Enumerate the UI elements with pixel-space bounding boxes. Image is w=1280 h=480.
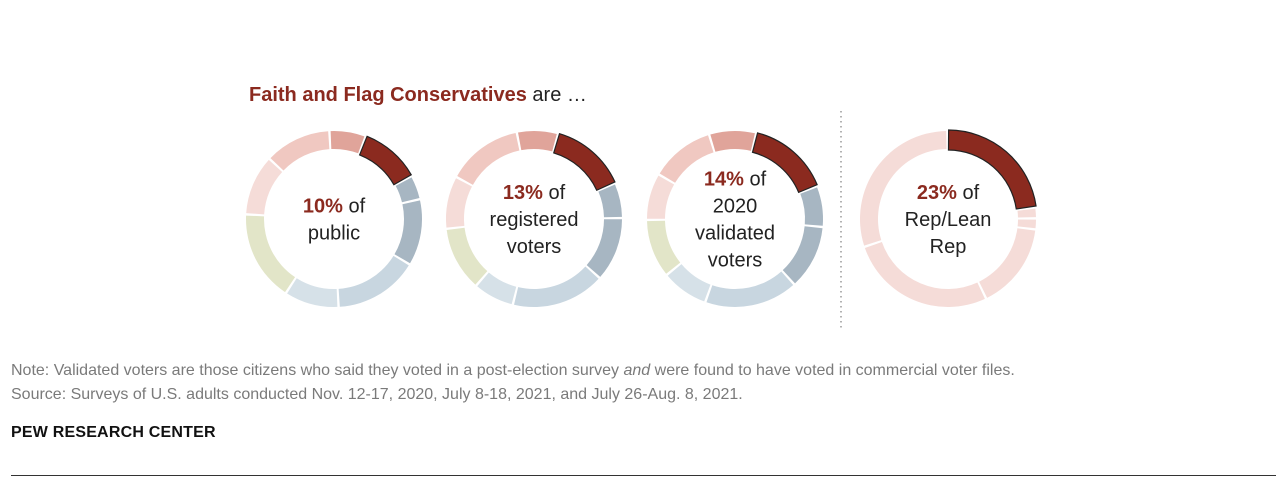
donut-center-line: 13% of	[503, 182, 566, 204]
donut-slice	[457, 132, 520, 185]
donut-percent-label: 23%	[917, 182, 957, 204]
donut-slice	[1017, 219, 1036, 229]
donut-slice	[395, 177, 420, 203]
heading-highlight: Faith and Flag Conservatives	[249, 84, 527, 106]
donut-label-line: 2020	[713, 196, 758, 218]
donut-label-line: public	[308, 223, 360, 245]
donut-label-line: Rep	[930, 236, 967, 258]
donut-slice	[394, 200, 422, 264]
donut-slice	[446, 227, 488, 285]
note-line: Note: Validated voters are those citizen…	[11, 359, 1015, 383]
donut-label-of: of	[744, 169, 767, 191]
donut-center-line: 23% of	[917, 182, 980, 204]
donut-center-line: 10% of	[303, 196, 366, 218]
donut-chart: 10% of public	[246, 131, 422, 307]
donut-slice	[477, 272, 517, 305]
donut-slice	[859, 131, 947, 246]
donut-slice	[1017, 208, 1036, 218]
donut-slice-highlight	[553, 132, 616, 192]
donut-center-line: 14% of	[704, 169, 767, 191]
heading-rest: are …	[526, 84, 587, 106]
donut-slice	[800, 187, 823, 226]
donut-slice	[514, 266, 599, 307]
note-prefix: Note: Validated voters are those citizen…	[11, 362, 624, 379]
donut-slice	[518, 131, 557, 152]
donut-label-of: of	[543, 182, 566, 204]
donut-label-line: Rep/Lean	[905, 209, 992, 231]
donut-label-of: of	[343, 196, 366, 218]
donut-percent-label: 13%	[503, 182, 543, 204]
donut-slice	[446, 178, 472, 228]
donut-slice	[270, 131, 330, 171]
donut-label-of: of	[957, 182, 980, 204]
footnote: Note: Validated voters are those citizen…	[11, 359, 1015, 407]
donut-slice	[667, 264, 711, 302]
donut-slice-highlight	[358, 135, 413, 186]
donut-slice	[710, 131, 755, 152]
donut-percent-label: 14%	[704, 169, 744, 191]
donut-chart: 14% of 2020 validated voters	[647, 131, 823, 307]
donut-slice	[706, 271, 794, 307]
donut-label-line: voters	[507, 236, 561, 258]
donut-slice	[864, 242, 985, 307]
donut-label-line: registered	[490, 209, 579, 231]
donut-slice	[338, 255, 409, 307]
donut-slice	[782, 226, 823, 284]
donut-slice	[586, 219, 622, 277]
donut-slice	[287, 278, 338, 307]
donut-slice	[647, 175, 675, 219]
source-line: Source: Surveys of U.S. adults conducted…	[11, 386, 743, 403]
donut-slice	[330, 131, 365, 154]
donut-label-line: validated	[695, 223, 775, 245]
donut-chart: 23% of Rep/Lean Rep	[859, 129, 1037, 307]
note-suffix: were found to have voted in commercial v…	[650, 362, 1015, 379]
donut-slice	[598, 184, 622, 218]
donut-slice	[246, 215, 296, 293]
donut-slice	[246, 159, 283, 215]
chart-heading: Faith and Flag Conservatives are …	[249, 84, 587, 107]
brand-label: PEW RESEARCH CENTER	[11, 424, 216, 441]
bottom-rule	[11, 475, 1276, 476]
donut-label-line: voters	[708, 250, 762, 272]
donut-slice	[979, 228, 1036, 298]
donut-percent-label: 10%	[303, 196, 343, 218]
donut-chart: 13% of registered voters	[446, 131, 622, 307]
donut-slice-highlight	[751, 132, 818, 194]
donut-slice-highlight	[947, 129, 1037, 210]
donut-slice	[647, 220, 681, 274]
donut-slice	[659, 135, 714, 183]
note-emphasis: and	[623, 362, 651, 379]
